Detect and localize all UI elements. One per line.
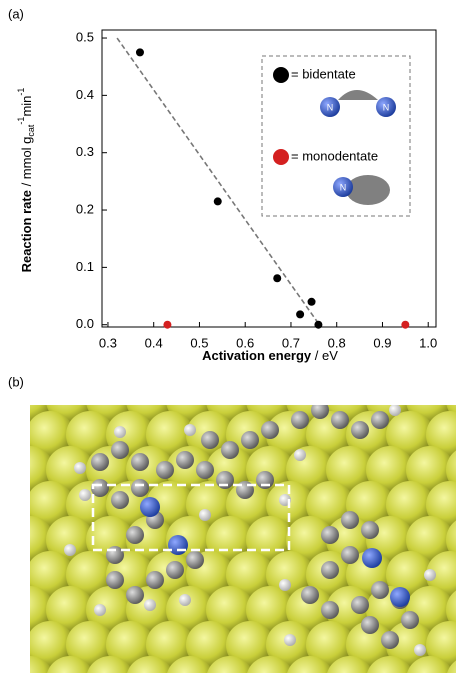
hydrogen-atom [279,579,291,591]
carbon-atom [361,521,379,539]
hydrogen-atom [284,634,296,646]
y-tick-label: 0.5 [76,29,94,44]
nitrogen-atom [140,497,160,517]
legend-label: = bidentate [291,66,356,81]
y-tick-label: 0.0 [76,316,94,331]
point [314,321,322,329]
hydrogen-atom [199,509,211,521]
plot-frame [102,30,436,327]
hydrogen-atom [294,449,306,461]
y-tick-label: 0.2 [76,201,94,216]
nitrogen-atom [362,548,382,568]
carbon-atom [146,571,164,589]
y-tick-label: 0.4 [76,87,94,102]
carbon-atom [341,511,359,529]
carbon-atom [186,551,204,569]
carbon-atom [236,481,254,499]
hydrogen-atom [414,644,426,656]
carbon-atom [261,421,279,439]
page: {"chart_data":{"type":"scatter","panel_a… [0,0,456,673]
point [214,197,222,205]
hydrogen-atom [424,569,436,581]
hydrogen-atom [94,604,106,616]
hydrogen-atom [144,599,156,611]
svg-text:N: N [340,182,347,192]
carbon-atom [166,561,184,579]
carbon-atom [201,431,219,449]
point [401,321,409,329]
panel-label: (b) [8,374,24,389]
carbon-atom [106,571,124,589]
carbon-atom [321,601,339,619]
hydrogen-atom [114,426,126,438]
x-tick-label: 0.3 [99,335,117,350]
carbon-atom [106,546,124,564]
x-tick-label: 0.9 [373,335,391,350]
carbon-atom [221,441,239,459]
molecule-image [6,376,456,673]
point [308,298,316,306]
figure: (a) (b) N N N Reaction rate / mmol gcat-… [0,0,456,673]
carbon-atom [126,526,144,544]
y-axis-label: Reaction rate / mmol gcat-1min-1 [16,88,36,273]
carbon-atom [156,461,174,479]
carbon-atom [371,581,389,599]
carbon-atom [126,586,144,604]
carbon-atom [91,453,109,471]
hydrogen-atom [64,544,76,556]
carbon-atom [321,561,339,579]
carbon-atom [351,596,369,614]
carbon-atom [321,526,339,544]
hydrogen-atom [79,489,91,501]
carbon-atom [311,401,329,419]
x-tick-label: 0.8 [328,335,346,350]
nitrogen-atom [168,535,188,555]
svg-text:N: N [383,102,390,112]
legend-label: = monodentate [291,148,378,163]
y-tick-label: 0.3 [76,144,94,159]
nitrogen-atom [390,587,410,607]
carbon-atom [401,611,419,629]
carbon-atom [361,616,379,634]
x-axis-label: Activation energy / eV [202,348,338,363]
carbon-atom [381,631,399,649]
legend-marker [273,149,289,165]
carbon-atom [176,451,194,469]
carbon-atom [131,453,149,471]
carbon-atom [216,471,234,489]
carbon-atom [341,546,359,564]
hydrogen-atom [179,594,191,606]
carbon-atom [371,411,389,429]
x-tick-label: 0.7 [282,335,300,350]
x-tick-label: 1.0 [419,335,437,350]
carbon-atom [291,411,309,429]
carbon-atom [241,431,259,449]
carbon-atom [301,586,319,604]
point [296,310,304,318]
hydrogen-atom [389,404,401,416]
svg-text:N: N [327,102,334,112]
legend-marker [273,67,289,83]
x-tick-label: 0.4 [145,335,163,350]
carbon-atom [111,491,129,509]
carbon-atom [331,411,349,429]
carbon-atom [196,461,214,479]
x-tick-label: 0.5 [190,335,208,350]
carbon-atom [111,441,129,459]
hydrogen-atom [74,462,86,474]
carbon-atom [256,471,274,489]
x-tick-label: 0.6 [236,335,254,350]
point [136,48,144,56]
y-tick-label: 0.1 [76,259,94,274]
point [163,321,171,329]
hydrogen-atom [184,424,196,436]
point [273,274,281,282]
carbon-atom [131,479,149,497]
carbon-atom [351,421,369,439]
panel-label: (a) [8,6,24,21]
fit-line [117,38,319,325]
